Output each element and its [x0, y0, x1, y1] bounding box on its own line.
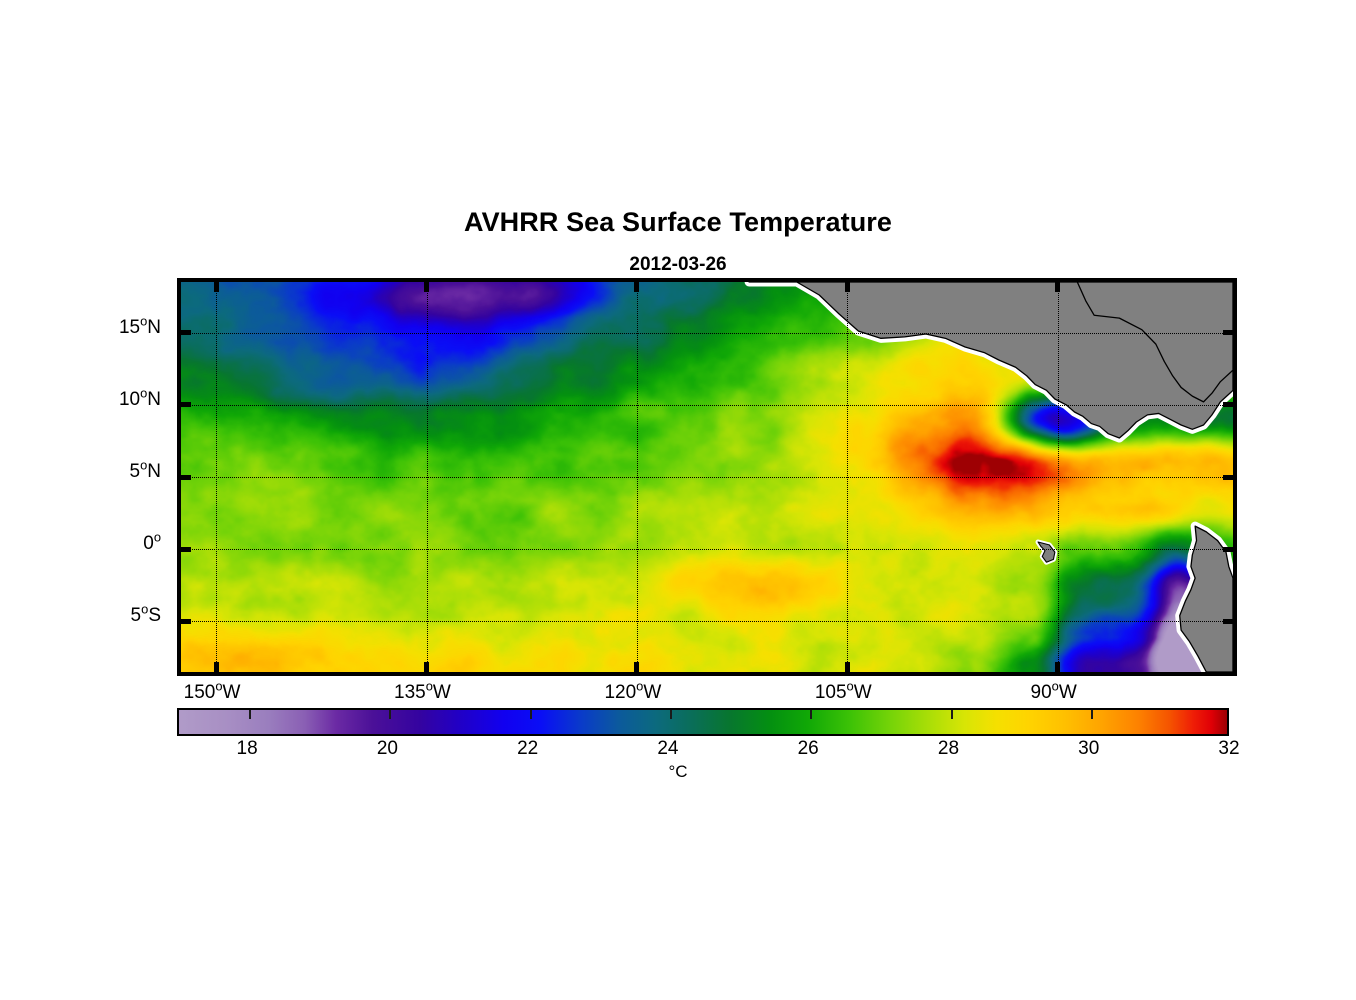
- tick-mark-latitude: [181, 402, 191, 408]
- gridline-latitude: [181, 332, 1233, 334]
- tick-mark-longitude: [634, 662, 640, 672]
- tick-mark-longitude: [424, 282, 429, 292]
- tick-mark-longitude: [844, 662, 850, 672]
- x-tick-label: 90oW: [1030, 678, 1077, 703]
- figure-title: AVHRR Sea Surface Temperature: [463, 207, 893, 237]
- colorbar-tick-label: 20: [376, 738, 398, 759]
- x-tick-label: 135oW: [394, 678, 451, 703]
- colorbar-tick-label: 32: [1218, 738, 1240, 759]
- colorbar[interactable]: [177, 708, 1229, 736]
- colorbar-tick-mark: [1090, 710, 1093, 719]
- tick-mark-longitude: [1055, 282, 1061, 292]
- colorbar-tick-mark: [950, 710, 953, 719]
- tick-mark-latitude: [1223, 474, 1233, 480]
- land-polygon: [1037, 541, 1056, 563]
- colorbar-tick-label: 26: [797, 738, 819, 759]
- colorbar-tick-mark: [389, 710, 392, 719]
- colorbar-tick-label: 24: [657, 738, 679, 759]
- tick-mark-longitude: [1055, 662, 1061, 672]
- gridline-longitude: [636, 282, 638, 672]
- gridline-latitude: [181, 477, 1233, 478]
- tick-mark-latitude: [181, 330, 191, 336]
- tick-mark-latitude: [181, 546, 191, 552]
- tick-mark-longitude: [424, 662, 429, 672]
- gridline-longitude: [216, 282, 218, 672]
- tick-mark-longitude: [213, 662, 219, 672]
- colorbar-tick-label: 22: [517, 738, 539, 759]
- tick-mark-latitude: [181, 618, 191, 624]
- map-axes[interactable]: [177, 278, 1237, 676]
- x-tick-label: 120oW: [604, 678, 662, 703]
- land-overlay: [744, 282, 1233, 672]
- colorbar-tick-label: 28: [937, 738, 960, 759]
- gridline-longitude: [426, 282, 428, 672]
- tick-mark-latitude: [181, 474, 191, 480]
- colorbar-tick-mark: [669, 710, 672, 719]
- x-tick-label: 105oW: [814, 678, 872, 703]
- land-polygon: [1179, 525, 1233, 672]
- land-polygon: [748, 282, 1233, 439]
- gridline-latitude: [181, 621, 1233, 623]
- land-polygon: [1076, 282, 1233, 403]
- tick-mark-longitude: [213, 282, 219, 292]
- y-tick-label: 5oN: [129, 457, 162, 482]
- tick-mark-latitude: [1223, 546, 1233, 552]
- colorbar-tick-label: 18: [236, 738, 258, 759]
- colorbar-tick-label: 30: [1078, 738, 1100, 759]
- gridline-longitude: [847, 282, 849, 672]
- colorbar-tick-mark: [529, 710, 532, 719]
- colorbar-frame: [177, 708, 1229, 736]
- y-tick-label: 5oS: [130, 602, 161, 627]
- colorbar-unit-label: °C: [668, 762, 688, 781]
- colorbar-tick-mark: [249, 710, 252, 719]
- y-tick-label: 10oN: [118, 385, 161, 410]
- tick-mark-latitude: [1223, 618, 1233, 624]
- figure-subtitle: 2012-03-26: [629, 254, 727, 275]
- tick-mark-longitude: [634, 282, 640, 292]
- gridline-latitude: [181, 549, 1233, 551]
- gridline-longitude: [1057, 282, 1059, 672]
- colorbar-tick-mark: [810, 710, 813, 719]
- colorbar-gradient: [179, 710, 1227, 734]
- gridline-latitude: [181, 404, 1233, 406]
- tick-mark-latitude: [1223, 330, 1233, 336]
- tick-mark-longitude: [844, 282, 850, 292]
- y-tick-label: 0o: [143, 529, 161, 555]
- tick-mark-latitude: [1223, 402, 1233, 408]
- y-tick-label: 15oN: [118, 313, 161, 338]
- x-tick-label: 150oW: [183, 678, 241, 703]
